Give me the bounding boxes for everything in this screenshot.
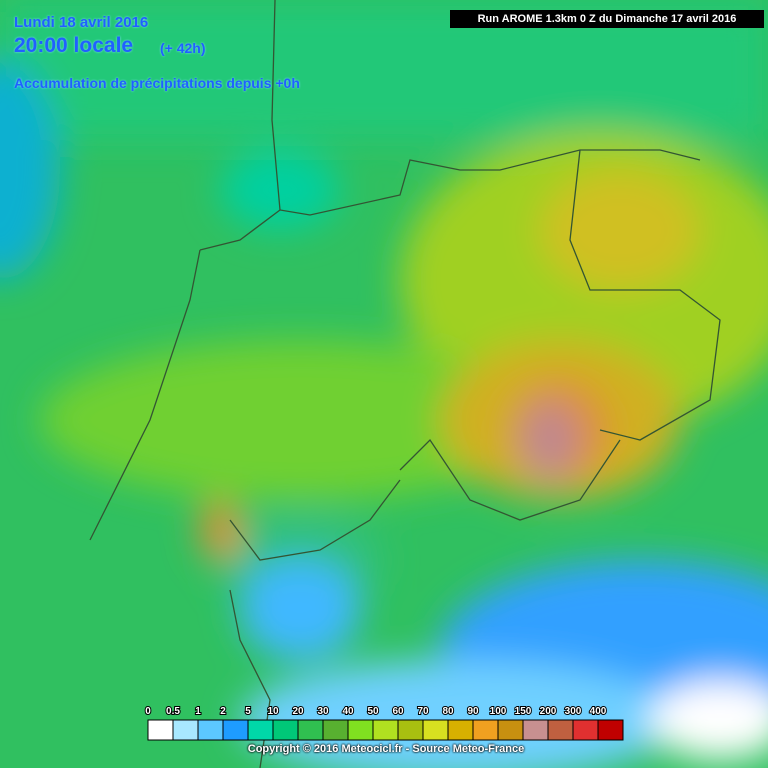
- legend-swatch: [372, 719, 399, 741]
- legend-label: 90: [467, 706, 479, 717]
- legend-label: 50: [367, 706, 379, 717]
- legend-swatch: [572, 719, 599, 741]
- legend-label: 70: [417, 706, 429, 717]
- legend-swatch: [422, 719, 449, 741]
- date: Lundi 18 avril 2016: [14, 14, 149, 31]
- legend-label: 2: [220, 706, 226, 717]
- run-info: Run AROME 1.3km 0 Z du Dimanche 17 avril…: [450, 10, 764, 28]
- legend-label: 5: [245, 706, 251, 717]
- legend-swatch: [497, 719, 524, 741]
- legend-label: 1: [195, 706, 201, 717]
- lead-time: (+ 42h): [160, 40, 206, 56]
- legend-swatch: [247, 719, 274, 741]
- legend-swatch: [547, 719, 574, 741]
- borders: [89, 0, 721, 768]
- legend-swatch: [197, 719, 224, 741]
- legend-label: 40: [342, 706, 354, 717]
- legend-label: 300: [565, 706, 582, 717]
- legend-label: 100: [490, 706, 507, 717]
- legend-swatch: [597, 719, 624, 741]
- legend-swatch: [347, 719, 374, 741]
- legend-swatch: [522, 719, 549, 741]
- legend-label: 10: [267, 706, 279, 717]
- legend-swatch: [172, 719, 199, 741]
- legend-swatch: [447, 719, 474, 741]
- legend-swatch: [222, 719, 249, 741]
- legend-label: 0: [145, 706, 151, 717]
- legend-swatch: [297, 719, 324, 741]
- legend-swatch: [322, 719, 349, 741]
- legend-swatch: [272, 719, 299, 741]
- legend-swatch: [147, 719, 174, 741]
- copyright: Copyright © 2016 Meteocicl.fr - Source M…: [247, 743, 525, 755]
- legend-label: 200: [540, 706, 557, 717]
- legend-label: 150: [515, 706, 532, 717]
- legend-label: 400: [590, 706, 607, 717]
- legend-label: 60: [392, 706, 404, 717]
- legend-swatch: [397, 719, 424, 741]
- legend-label: 20: [292, 706, 304, 717]
- legend-swatch: [472, 719, 499, 741]
- legend-label: 30: [317, 706, 329, 717]
- time: 20:00 locale: [14, 34, 134, 57]
- legend-label: 0.5: [166, 706, 180, 717]
- legend-label: 80: [442, 706, 454, 717]
- subtitle: Accumulation de précipitations depuis +0…: [14, 75, 300, 91]
